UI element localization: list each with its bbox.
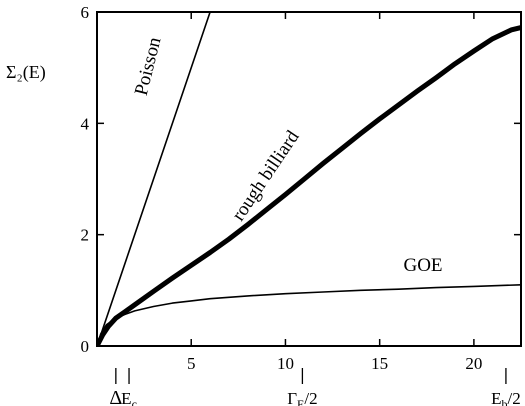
energy-marker-label: ΓE/2 xyxy=(287,389,317,406)
plot-frame xyxy=(96,11,522,347)
x-tick-label: 5 xyxy=(187,354,196,373)
poisson-label: Poisson xyxy=(131,35,166,98)
y-tick-label: 4 xyxy=(81,114,90,133)
ticks-layer: 0 2 4 6 5 10 15 20 xyxy=(81,3,521,373)
energy-marker-label: Ec xyxy=(121,389,137,406)
y-tick-label: 6 xyxy=(81,3,90,22)
y-tick-label: 0 xyxy=(81,337,90,356)
x-tick-label: 15 xyxy=(371,354,388,373)
energy-marker-layer: ΔEc ΓE/2 Eb/2 xyxy=(109,368,521,406)
y-tick-label: 2 xyxy=(81,226,90,245)
goe-label: GOE xyxy=(403,255,442,276)
x-tick-label: 20 xyxy=(465,354,482,373)
rough-billiard-series xyxy=(97,25,521,346)
series-layer xyxy=(97,12,521,346)
y-axis-label: Σ₂(E) xyxy=(6,62,46,83)
energy-marker-label: Eb/2 xyxy=(491,389,521,406)
energy-marker-label: Δ xyxy=(109,387,122,406)
poisson-series xyxy=(97,12,211,346)
goe-series xyxy=(97,284,521,346)
x-tick-label: 10 xyxy=(277,354,294,373)
